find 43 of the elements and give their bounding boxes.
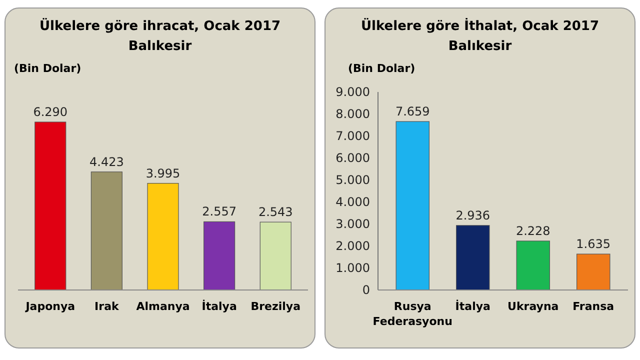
y-tick-label: 9.000 [336,84,370,99]
y-tick-label: 6.000 [336,150,370,165]
bar [204,221,236,290]
chart-title: Ülkelere göre ihracat, Ocak 2017 [39,17,281,34]
x-tick-label: Rusya Federasyonu [372,300,452,328]
y-tick-label: 0 [362,282,370,297]
x-tick-label: Brezilya [250,300,301,313]
x-tick-label: İtalya [455,299,490,313]
data-label: 7.659 [395,104,430,118]
y-tick-label: 7.000 [336,128,370,143]
data-label: 3.995 [146,166,180,180]
bar [90,172,122,290]
x-tick-label: İtalya [202,299,237,313]
chart-subtitle: Balıkesir [128,39,192,54]
bar [260,222,292,290]
data-label: 2.543 [258,205,293,220]
x-tick-label: Fransa [572,300,614,313]
x-tick-label: Irak [94,300,120,313]
bar [456,225,490,290]
bar [396,121,430,290]
data-label: 2.557 [202,204,236,219]
y-tick-label: 2.000 [336,238,370,253]
y-axis-title: (Bin Dolar) [348,62,416,75]
bar [147,182,179,290]
y-tick-label: 3.000 [336,216,370,231]
data-label: 4.423 [90,154,124,169]
data-label: 2.228 [516,224,550,238]
data-label: 1.635 [576,237,611,252]
data-label: 2.936 [456,208,490,222]
y-axis-title: (Bin Dolar) [14,62,82,75]
x-tick-label: Almanya [136,300,190,313]
bar [34,122,66,290]
y-tick-label: 5.000 [336,172,370,187]
chart-subtitle: Balıkesir [448,39,512,54]
chart-title: Ülkelere göre İthalat, Ocak 2017 [360,17,600,34]
y-tick-label: 8.000 [336,106,370,121]
y-tick-label: 4.000 [336,194,370,209]
y-tick-label: 1.000 [336,260,370,275]
x-tick-label: Japonya [24,300,76,313]
data-label: 6.290 [33,105,68,119]
x-tick-label: Ukrayna [508,300,559,313]
bar [516,240,550,290]
bar [576,254,610,290]
